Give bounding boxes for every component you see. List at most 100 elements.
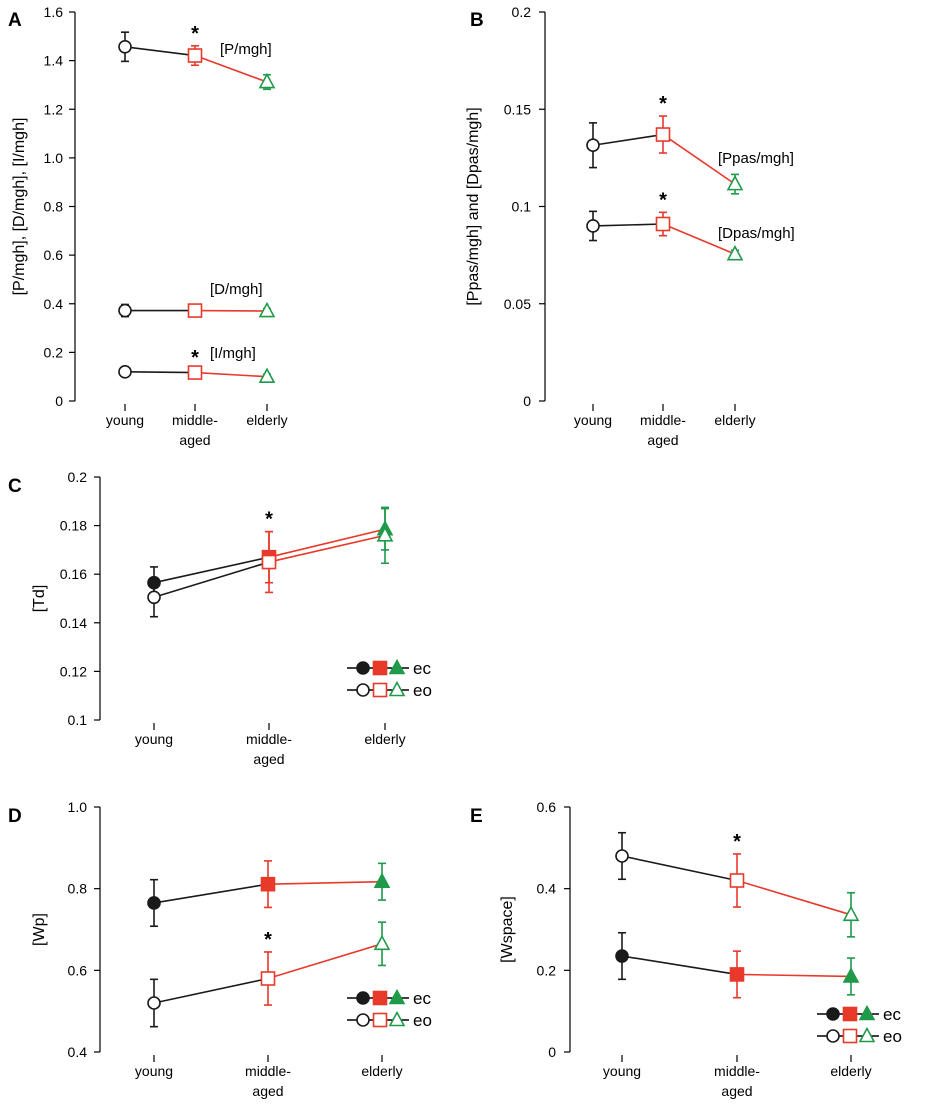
x-tick-label: middle- bbox=[246, 731, 292, 747]
legend-marker bbox=[388, 988, 406, 1005]
data-point bbox=[373, 934, 391, 951]
series-label: [Ppas/mgh] bbox=[718, 150, 794, 167]
x-tick-label: elderly bbox=[246, 412, 287, 428]
x-tick-label: young bbox=[603, 1063, 641, 1079]
legend: ec eo bbox=[347, 988, 432, 1030]
x-tick-label: middle- bbox=[245, 1063, 291, 1079]
legend-marker bbox=[388, 1010, 406, 1027]
y-axis-label: [Wspace] bbox=[499, 896, 516, 963]
panel-letter-B: B bbox=[470, 10, 484, 31]
significance-star: * bbox=[191, 347, 199, 369]
series-line bbox=[194, 371, 268, 378]
y-tick-label: 0.8 bbox=[44, 199, 64, 215]
y-tick-label: 0.1 bbox=[512, 199, 532, 215]
x-tick-label: young bbox=[574, 412, 612, 428]
significance-star: * bbox=[191, 23, 199, 45]
x-tick-label: middle- bbox=[172, 412, 218, 428]
data-point bbox=[842, 905, 860, 922]
y-tick-label: 0 bbox=[548, 1044, 556, 1060]
y-tick-label: 0.12 bbox=[60, 663, 87, 679]
series-line bbox=[267, 943, 383, 980]
series-line bbox=[621, 955, 738, 976]
series-line bbox=[592, 223, 664, 227]
data-point bbox=[147, 896, 161, 910]
series-[P/mgh]: * [P/mgh] bbox=[118, 23, 276, 91]
series-line bbox=[736, 879, 852, 916]
x-tick-label: aged bbox=[252, 1083, 283, 1099]
series-line bbox=[268, 528, 386, 558]
data-point bbox=[586, 138, 600, 153]
legend: ec eo bbox=[347, 658, 432, 700]
legend-marker bbox=[372, 660, 388, 676]
y-tick-label: 0 bbox=[523, 393, 531, 409]
legend-label: eo bbox=[413, 1011, 432, 1030]
panel-letter-D: D bbox=[8, 806, 22, 827]
data-point bbox=[187, 303, 203, 318]
significance-star: * bbox=[733, 831, 741, 853]
series-line bbox=[592, 133, 664, 147]
y-tick-label: 0.2 bbox=[68, 469, 88, 485]
y-tick-label: 0.05 bbox=[504, 296, 531, 312]
data-point bbox=[261, 554, 277, 570]
y-tick-label: 0.15 bbox=[504, 101, 531, 117]
legend-marker bbox=[858, 1004, 876, 1021]
data-point bbox=[586, 219, 600, 233]
series-line bbox=[124, 371, 196, 374]
y-tick-label: 0.2 bbox=[512, 4, 532, 20]
series-line bbox=[662, 223, 736, 255]
legend-marker bbox=[842, 1028, 858, 1044]
series-eo: * bbox=[147, 921, 391, 1028]
x-tick-label: elderly bbox=[830, 1063, 871, 1079]
series-line bbox=[662, 133, 736, 185]
y-axis-label: [Td] bbox=[31, 585, 48, 613]
legend-marker bbox=[356, 991, 370, 1005]
y-tick-label: 0.16 bbox=[60, 566, 87, 582]
y-tick-label: 0 bbox=[55, 393, 63, 409]
series-line bbox=[621, 855, 738, 882]
data-point bbox=[373, 872, 391, 889]
legend-marker bbox=[842, 1006, 858, 1022]
x-tick-label: elderly bbox=[361, 1063, 402, 1079]
series-line bbox=[267, 880, 383, 885]
series-line bbox=[736, 973, 852, 978]
panel-letter-E: E bbox=[470, 806, 483, 827]
series-label: [I/mgh] bbox=[210, 345, 256, 362]
x-tick-label: elderly bbox=[714, 412, 755, 428]
series-line bbox=[124, 45, 196, 57]
panel-D: D 0.4 0.6 0.8 1.0 [Wp] young middle-aged elderly… bbox=[8, 799, 432, 1099]
series-line bbox=[153, 561, 270, 599]
data-point bbox=[655, 216, 671, 232]
series-eo bbox=[147, 506, 394, 618]
y-axis-label: [Wp] bbox=[31, 913, 48, 946]
y-tick-label: 1.0 bbox=[44, 150, 64, 166]
y-tick-label: 0.1 bbox=[68, 712, 88, 728]
x-tick-label: aged bbox=[721, 1083, 752, 1099]
data-point bbox=[258, 301, 276, 318]
series-ec bbox=[147, 860, 391, 928]
significance-star: * bbox=[659, 93, 667, 115]
data-point bbox=[260, 876, 276, 892]
data-point bbox=[729, 873, 745, 888]
data-point bbox=[726, 174, 744, 191]
data-point bbox=[615, 949, 629, 963]
series-line bbox=[153, 556, 270, 584]
legend-label: eo bbox=[413, 681, 432, 700]
x-tick-label: young bbox=[135, 731, 173, 747]
panel-B: B 0 0.05 0.1 0.15 0.2 [Ppas/mgh] and [Dpas/mgh… bbox=[465, 4, 795, 448]
data-point bbox=[147, 590, 161, 605]
data-point bbox=[615, 849, 629, 863]
data-point bbox=[258, 367, 276, 383]
data-point bbox=[118, 303, 132, 318]
series-[D/mgh]: [D/mgh] bbox=[118, 281, 276, 318]
x-tick-label: aged bbox=[647, 432, 678, 448]
series-ec: * bbox=[147, 507, 394, 600]
panel-E: E 0 0.2 0.4 0.6 [Wspace] young middle-aged elder… bbox=[470, 799, 902, 1099]
panel-C: C 0.1 0.12 0.14 0.16 0.18 0.2 [Td] young middle-a… bbox=[8, 469, 432, 767]
data-point bbox=[118, 365, 132, 379]
x-tick-label: young bbox=[135, 1063, 173, 1079]
y-tick-label: 0.6 bbox=[44, 247, 64, 263]
panel-letter-C: C bbox=[8, 476, 22, 497]
series-eo: * bbox=[615, 831, 860, 938]
legend-label: eo bbox=[883, 1027, 902, 1046]
